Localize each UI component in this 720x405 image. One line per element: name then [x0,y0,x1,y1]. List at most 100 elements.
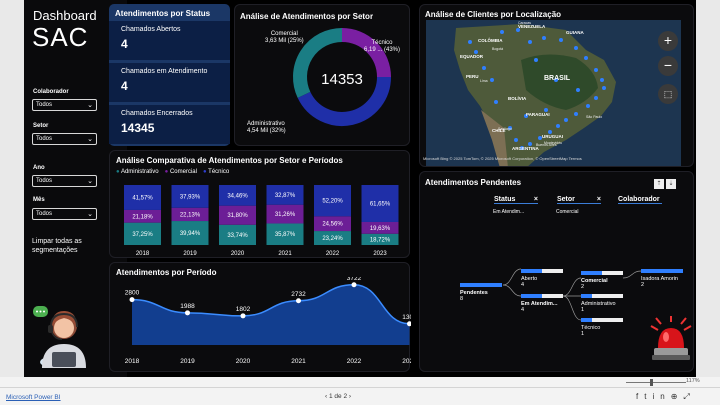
client-marker[interactable] [564,118,568,122]
slice-value: 6,19 ... (43%) [364,47,401,53]
client-marker[interactable] [594,68,598,72]
data-point[interactable] [129,297,135,303]
client-marker[interactable] [559,38,563,42]
andes-region [481,110,508,166]
bar-segment[interactable] [219,205,256,225]
twitter-icon[interactable]: t [644,392,653,401]
select-area-button[interactable]: ⬚ [658,84,678,104]
x-tick-label: 2023 [373,251,387,257]
period-area-chart[interactable]: 2800 2018 1988 2019 1802 2020 2732 2021 3722 2022… [110,277,411,372]
node-bar[interactable] [521,294,542,298]
map-view[interactable]: COLÔMBIA EQUADOR PERU BRASIL BOLÍVIA PARAGUAI… [426,20,681,167]
expand-down-icon[interactable]: ⇣ [666,179,676,189]
zoom-slider-handle[interactable] [650,379,653,386]
node-bar[interactable] [641,269,683,273]
bar-segment[interactable] [314,216,351,232]
client-marker[interactable] [544,108,548,112]
client-marker[interactable] [600,78,604,82]
client-marker[interactable] [554,78,558,82]
client-marker[interactable] [516,28,520,32]
client-marker[interactable] [584,56,588,60]
client-marker[interactable] [520,146,524,150]
legend-item-adm[interactable]: ● Administrativo [116,169,159,175]
donut-slice-técnico[interactable] [297,76,391,126]
data-point[interactable] [185,310,190,316]
bar-data-label: 37,25% [132,232,153,238]
close-icon[interactable]: × [596,196,601,203]
linkedin-icon[interactable]: in [652,392,671,401]
donut-slice-administrativo[interactable] [293,28,343,98]
bar-segment[interactable] [124,209,161,223]
client-marker[interactable] [534,58,538,62]
client-marker[interactable] [602,86,606,90]
bar-segment[interactable] [266,223,304,245]
node-bar[interactable] [460,283,502,287]
donut-slice-comercial[interactable] [341,28,391,78]
legend-label: Comercial [169,169,197,175]
facebook-icon[interactable]: f [636,392,645,401]
bar-segment[interactable] [171,207,209,222]
client-marker[interactable] [528,142,532,146]
client-marker[interactable] [490,78,494,82]
client-marker[interactable] [542,36,546,40]
fullscreen-icon[interactable]: ⤢ [683,392,696,401]
sector-donut-chart[interactable] [235,5,411,147]
share-icon[interactable]: ⊕ [670,392,684,401]
bar-segment[interactable] [361,233,399,245]
prev-page-icon[interactable]: ‹ [325,393,328,400]
legend-item-tec[interactable]: ● Técnico [203,169,229,175]
client-marker[interactable] [514,138,518,142]
filter-select-mes[interactable]: Todos ⌄ [32,208,97,220]
filter-select-setor[interactable]: Todos ⌄ [32,133,97,145]
node-bar[interactable] [581,294,592,298]
client-marker[interactable] [586,104,590,108]
client-marker[interactable] [508,126,512,130]
zoom-slider[interactable] [626,382,686,383]
bar-segment[interactable] [171,221,209,245]
powerbi-link[interactable]: Microsoft Power BI [6,394,61,401]
client-marker[interactable] [576,88,580,92]
client-marker[interactable] [468,40,472,44]
bar-segment[interactable] [266,204,304,224]
client-marker[interactable] [594,96,598,100]
bar-segment[interactable] [361,221,399,234]
close-icon[interactable]: × [533,196,538,203]
next-page-icon[interactable]: › [348,393,352,400]
stacked-bar-chart[interactable]: 37,25% 21,18% 41,57% 2018 39,94% 22,13% 37,93%… [110,179,411,259]
client-marker[interactable] [482,66,486,70]
clear-filters-button[interactable]: Limpar todas as segmentações [32,238,82,254]
bar-segment[interactable] [124,222,161,245]
client-marker[interactable] [500,30,504,34]
client-marker[interactable] [538,136,542,140]
bar-segment[interactable] [124,185,161,210]
legend-item-com[interactable]: ● Comercial [165,169,197,175]
client-marker[interactable] [494,100,498,104]
client-marker[interactable] [574,46,578,50]
bar-segment[interactable] [219,185,256,206]
bar-segment[interactable] [171,185,209,208]
data-point[interactable] [296,298,301,304]
client-marker[interactable] [548,130,552,134]
filter-select-colaborador[interactable]: Todos ⌄ [32,99,97,111]
node-bar[interactable] [581,271,602,275]
client-marker[interactable] [524,114,528,118]
data-point[interactable] [240,313,246,319]
bar-segment[interactable] [314,231,351,245]
client-marker[interactable] [556,124,560,128]
node-bar[interactable] [521,269,542,273]
bar-segment[interactable] [361,185,399,222]
zoom-out-button[interactable]: − [658,56,678,76]
client-marker[interactable] [574,112,578,116]
bar-segment[interactable] [266,185,304,205]
client-marker[interactable] [528,40,532,44]
expand-up-icon[interactable]: ⇡ [654,179,664,189]
filter-select-ano[interactable]: Todos ⌄ [32,175,97,187]
client-marker[interactable] [474,50,478,54]
zoom-in-button[interactable]: + [658,31,678,51]
bar-segment[interactable] [314,185,351,217]
data-point[interactable] [407,321,411,327]
bar-segment[interactable] [219,224,256,245]
data-point[interactable] [351,282,357,288]
node-bar[interactable] [581,318,592,322]
